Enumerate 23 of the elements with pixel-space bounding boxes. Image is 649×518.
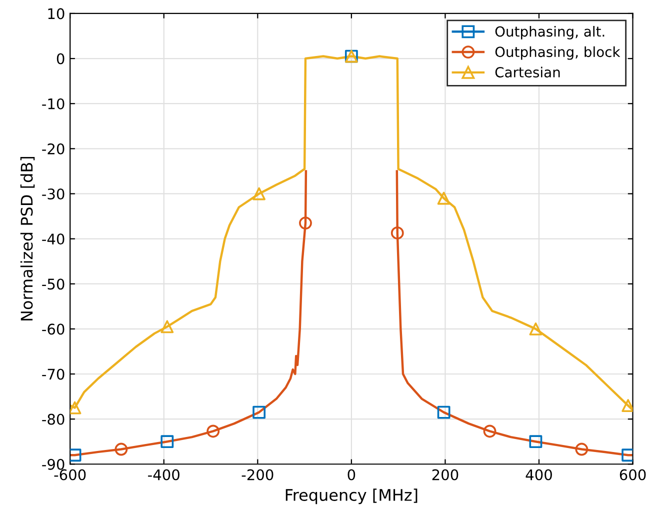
x-tick-label: 200 [432, 469, 458, 480]
y-tick-label: -50 [42, 278, 64, 290]
x-tick-label: 400 [526, 469, 552, 480]
y-tick-label: -40 [42, 234, 64, 245]
y-tick-label: -60 [42, 324, 64, 335]
legend-label: Outphasing, alt. [495, 26, 604, 40]
y-axis-title: Normalized PSD [dB] [20, 156, 35, 320]
legend-label: Outphasing, block [495, 46, 620, 60]
y-tick-label: -80 [42, 414, 64, 425]
y-tick-label: -10 [42, 98, 64, 110]
y-tick-label: -70 [42, 368, 64, 380]
x-tick-label: -600 [54, 469, 86, 480]
x-tick-label: 600 [620, 469, 646, 480]
x-axis-title: Frequency [MHz] [286, 488, 418, 504]
x-tick-label: 0 [348, 469, 356, 480]
y-tick-label: 0 [56, 53, 64, 64]
legend-label: Cartesian [495, 66, 560, 78]
x-tick-label: -200 [242, 469, 274, 480]
y-tick-label: -90 [42, 458, 64, 470]
x-tick-label: -400 [148, 469, 180, 480]
y-tick-label: 10 [48, 8, 64, 20]
y-tick-label: -20 [42, 143, 64, 154]
y-tick-label: -30 [42, 188, 64, 200]
